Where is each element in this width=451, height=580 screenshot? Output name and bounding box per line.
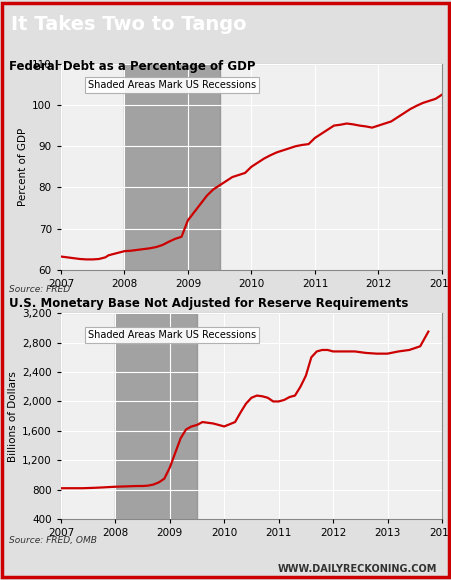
Y-axis label: Billions of Dollars: Billions of Dollars [8,371,18,462]
Text: WWW.DAILYRECKONING.COM: WWW.DAILYRECKONING.COM [278,564,437,574]
Text: Shaded Areas Mark US Recessions: Shaded Areas Mark US Recessions [87,329,256,340]
Bar [115,313,197,519]
Text: Source: FRED, OMB: Source: FRED, OMB [9,536,97,545]
Y-axis label: Percent of GDP: Percent of GDP [18,128,28,206]
Text: It Takes Two to Tango: It Takes Two to Tango [11,15,247,34]
Text: Source: FRED: Source: FRED [9,285,70,295]
Text: U.S. Monetary Base Not Adjusted for Reserve Requirements: U.S. Monetary Base Not Adjusted for Rese… [9,297,409,310]
Text: Shaded Areas Mark US Recessions: Shaded Areas Mark US Recessions [87,80,256,90]
Bar [124,64,220,270]
Text: Federal Debt as a Percentage of GDP: Federal Debt as a Percentage of GDP [9,60,256,72]
